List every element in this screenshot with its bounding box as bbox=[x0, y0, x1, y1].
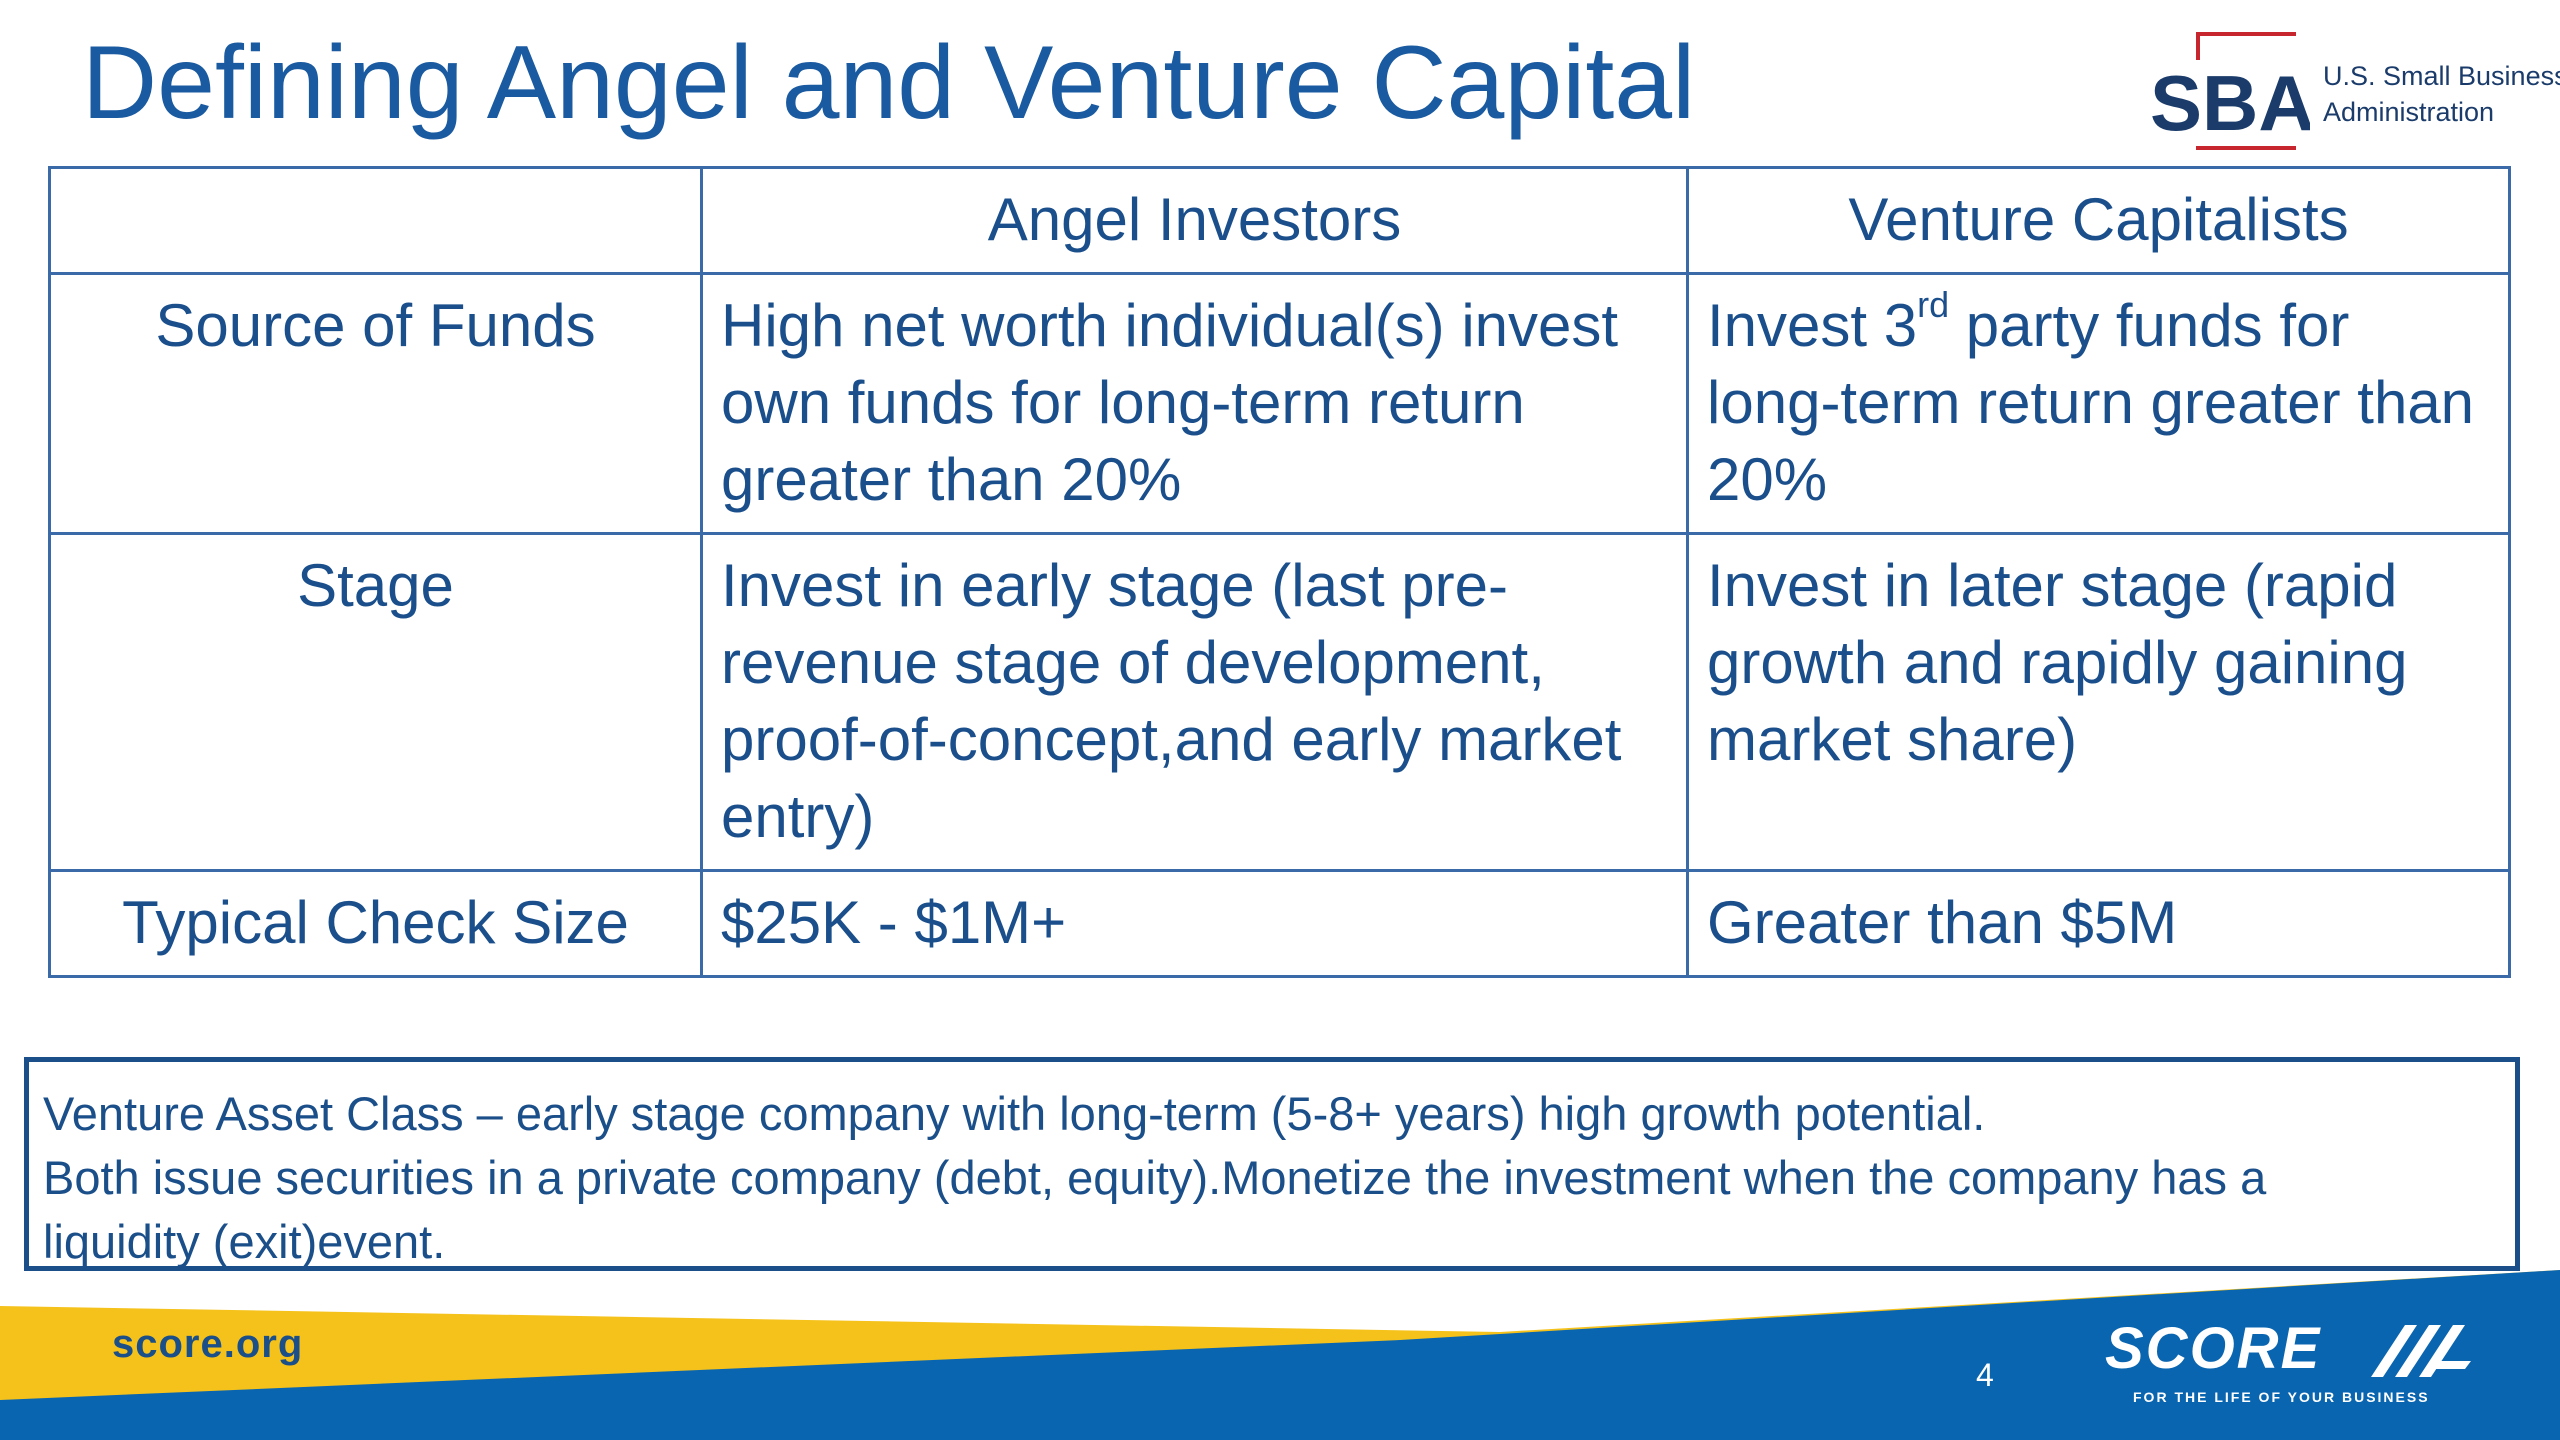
cell-vc-source: Invest 3rd party funds for long-term ret… bbox=[1686, 272, 2511, 535]
cell-angel-check: $25K - $1M+ bbox=[700, 869, 1689, 978]
cell-vc-stage: Invest in later stage (rapid growth and … bbox=[1686, 532, 2511, 872]
note-line-3: liquidity (exit)event. bbox=[43, 1215, 446, 1268]
cell-angel-stage: Invest in early stage (last pre-revenue … bbox=[700, 532, 1689, 872]
note-line-1: Venture Asset Class – early stage compan… bbox=[43, 1087, 1986, 1140]
vc-source-post: party funds for long-term return greater… bbox=[1707, 292, 2475, 513]
sba-logo-icon: SBA bbox=[2150, 32, 2310, 150]
footer-url-link[interactable]: score.org bbox=[112, 1322, 304, 1366]
score-logo-tagline: FOR THE LIFE OF YOUR BUSINESS bbox=[2133, 1389, 2430, 1405]
vc-source-sup: rd bbox=[1917, 284, 1950, 325]
header-angel-investors: Angel Investors bbox=[700, 166, 1689, 275]
table-row: Source of Funds High net worth individua… bbox=[48, 272, 2511, 535]
score-stripes-icon bbox=[2371, 1325, 2471, 1377]
venture-asset-note: Venture Asset Class – early stage compan… bbox=[24, 1057, 2520, 1271]
cell-vc-check: Greater than $5M bbox=[1686, 869, 2511, 978]
row-label-check-size: Typical Check Size bbox=[48, 869, 703, 978]
page-number: 4 bbox=[1976, 1357, 1994, 1393]
table-row: Stage Invest in early stage (last pre-re… bbox=[48, 532, 2511, 872]
sba-logo: SBA U.S. Small Business Administration bbox=[2150, 30, 2560, 156]
score-logo-word: SCORE bbox=[2105, 1316, 2322, 1381]
header-empty-cell bbox=[48, 166, 703, 275]
table-header-row: Angel Investors Venture Capitalists bbox=[48, 166, 2511, 275]
cell-angel-source: High net worth individual(s) invest own … bbox=[700, 272, 1689, 535]
comparison-table: Angel Investors Venture Capitalists Sour… bbox=[48, 166, 2511, 978]
note-line-2: Both issue securities in a private compa… bbox=[43, 1151, 2267, 1204]
row-label-source-of-funds: Source of Funds bbox=[48, 272, 703, 535]
sba-name-line2: Administration bbox=[2323, 97, 2495, 127]
sba-name-line1: U.S. Small Business bbox=[2323, 61, 2560, 91]
slide-title: Defining Angel and Venture Capital bbox=[82, 25, 1696, 141]
score-logo: SCORE FOR THE LIFE OF YOUR BUSINESS bbox=[2105, 1315, 2485, 1415]
header-venture-capitalists: Venture Capitalists bbox=[1686, 166, 2511, 275]
sba-letters: SBA bbox=[2150, 59, 2310, 147]
vc-source-pre: Invest 3 bbox=[1707, 292, 1918, 359]
row-label-stage: Stage bbox=[48, 532, 703, 872]
table-row: Typical Check Size $25K - $1M+ Greater t… bbox=[48, 869, 2511, 978]
footer-swoosh-shape bbox=[0, 1270, 2560, 1440]
footer-band bbox=[0, 1270, 2560, 1440]
